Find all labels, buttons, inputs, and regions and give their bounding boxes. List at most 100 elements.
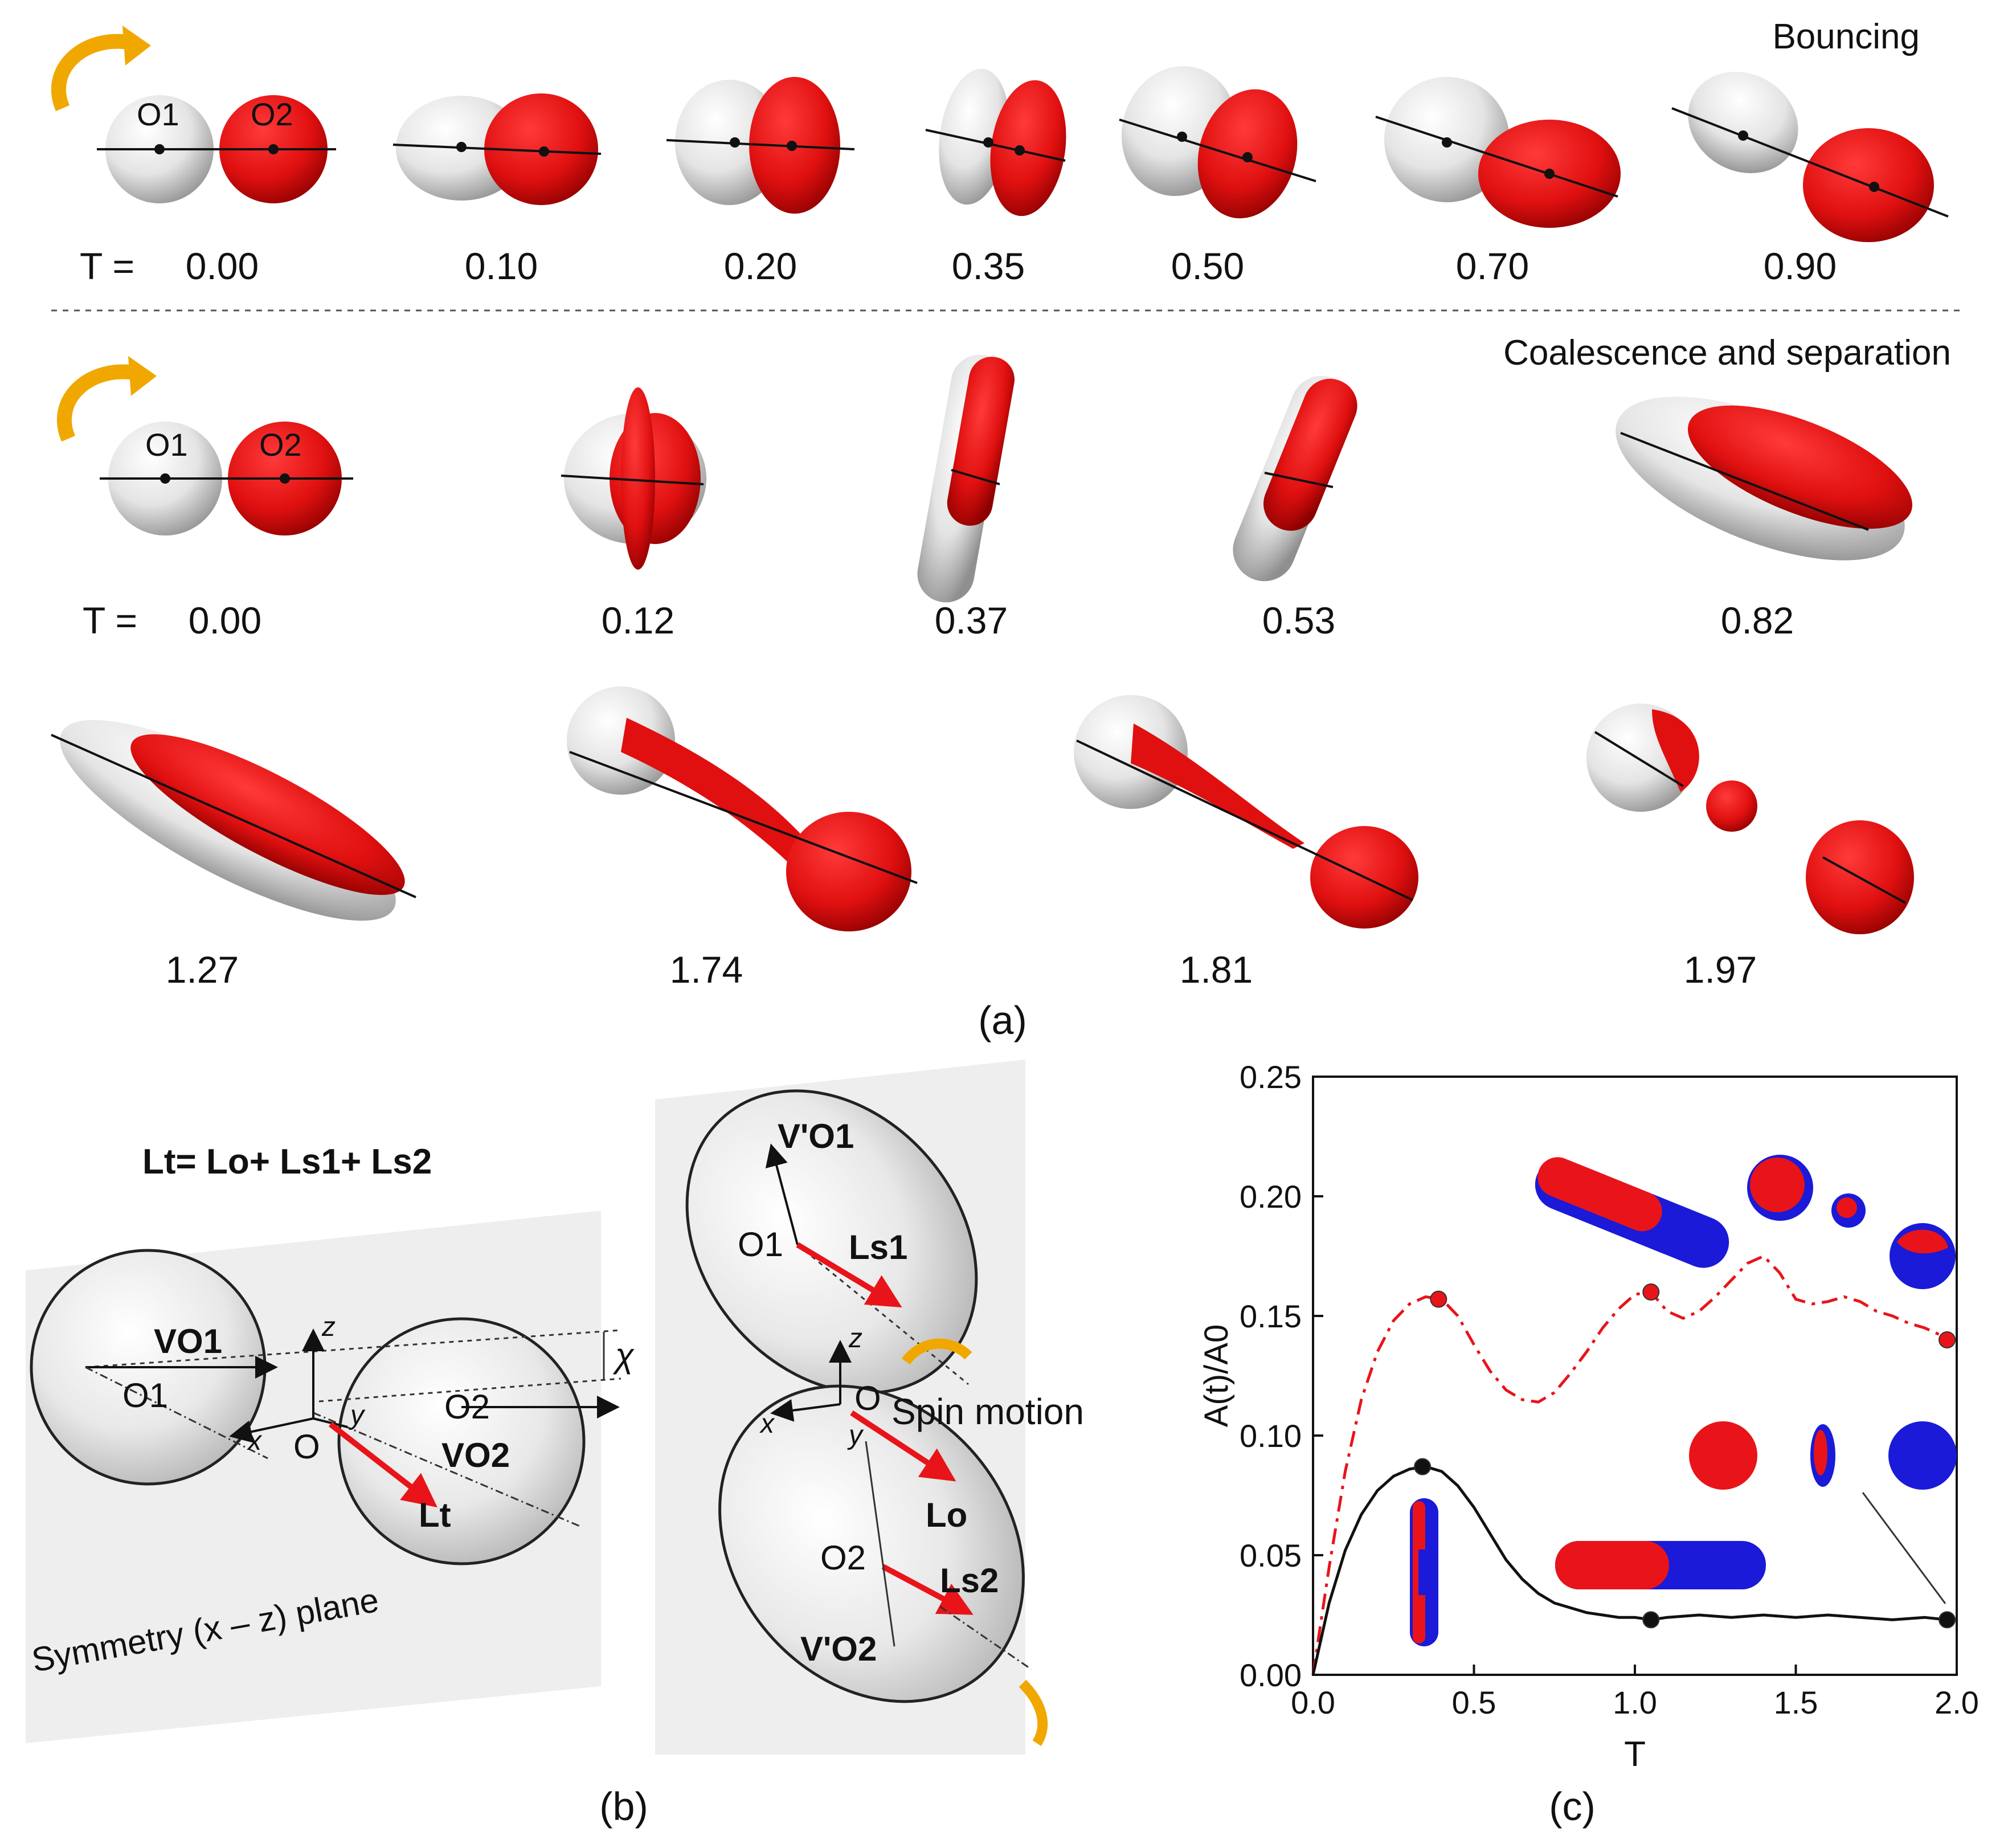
- bouncing-title: Bouncing: [1772, 17, 1920, 56]
- series-marker: [1939, 1611, 1956, 1629]
- bouncing-droplet-pair-t020: [666, 77, 855, 214]
- bouncing-t-prefix: T =: [80, 245, 134, 287]
- v-o1-prime-label: V'O1: [778, 1117, 854, 1155]
- origin-o-label: O: [293, 1428, 320, 1466]
- x-tick-label: 2.0: [1935, 1685, 1979, 1720]
- coalescence-droplet-pair-t000: [100, 422, 353, 535]
- y-tick-label: 0.20: [1240, 1179, 1302, 1215]
- rotation-arrow-icon: [51, 34, 133, 112]
- separation-shape-t127: [51, 719, 416, 921]
- lo-vector-arrow: [850, 1410, 956, 1482]
- y-tick-label: 0.10: [1240, 1418, 1302, 1454]
- ls1-vector-arrow: [796, 1242, 902, 1308]
- o1-label: O1: [145, 427, 188, 463]
- time-label: 0.12: [602, 599, 674, 641]
- time-label: 0.50: [1171, 245, 1244, 287]
- velocity-arrow-o1-prime: [765, 1143, 799, 1245]
- v-o1-label: VO1: [154, 1322, 222, 1360]
- coalescence-t-prefix: T =: [83, 599, 137, 641]
- spin-arrow-icon: [1019, 1679, 1048, 1746]
- time-label: 1.27: [166, 948, 239, 991]
- y-tick-label: 0.15: [1240, 1298, 1302, 1334]
- v-o2-label: VO2: [441, 1436, 510, 1474]
- panel-c: 0.00 0.05 0.10 0.15 0.20 0.25 0.0 0.5 1.0 1.5 2.0…: [1198, 1059, 1979, 1829]
- y-axis-line: [313, 1417, 348, 1428]
- time-label: 0.82: [1721, 599, 1794, 641]
- chart-series-group: [1311, 1254, 1956, 1675]
- series-marker: [1642, 1611, 1660, 1629]
- time-label: 0.00: [189, 599, 261, 641]
- y-axis-title: A(t)/A0: [1198, 1324, 1235, 1428]
- o1-label: O1: [738, 1225, 783, 1264]
- inset-shape-elongated: [1535, 1157, 1729, 1268]
- inset-shape-fragments: [1747, 1155, 1956, 1289]
- series-line-black: [1311, 1465, 1948, 1675]
- o2-label: O2: [251, 96, 293, 132]
- x-tick-label: 0.0: [1291, 1685, 1335, 1720]
- coalescence-shape-t082: [1616, 396, 1913, 561]
- inset-shape-merged: [1555, 1541, 1766, 1589]
- panel-a: Bouncing O1 O2: [51, 17, 1960, 1042]
- time-label: 1.97: [1684, 948, 1757, 991]
- o2-label: O2: [444, 1388, 490, 1426]
- separation-shape-t197: [1586, 704, 1914, 934]
- panel-b: Lt= Lo+ Ls1+ Ls2 VO1 O1 O O2 VO2 Lt x y …: [26, 1060, 1084, 1829]
- x-axis-title: T: [1624, 1735, 1646, 1774]
- v-o2-prime-label: V'O2: [800, 1630, 877, 1668]
- time-label: 0.20: [724, 245, 797, 287]
- time-label: 0.53: [1262, 599, 1335, 641]
- axis-line: [797, 1244, 969, 1385]
- lt-vector-arrow: [328, 1422, 437, 1508]
- bouncing-droplet-pair-t035: [925, 68, 1066, 216]
- y-axis-label: y: [349, 1400, 366, 1430]
- rotation-arrowhead-icon: [122, 26, 151, 66]
- panel-a-label: (a): [978, 998, 1027, 1042]
- o2-label: O2: [820, 1539, 866, 1577]
- o1-label: O1: [137, 96, 179, 132]
- z-axis-label: z: [848, 1323, 862, 1354]
- coalescence-title: Coalescence and separation: [1503, 333, 1951, 373]
- rotation-arrow-icon: [57, 364, 138, 442]
- x-tick-label: 0.5: [1452, 1685, 1496, 1720]
- angular-momentum-equation: Lt= Lo+ Ls1+ Ls2: [142, 1142, 432, 1181]
- bouncing-droplet-pair-t070: [1375, 77, 1621, 228]
- x-axis-arrow: [770, 1399, 841, 1422]
- panel-c-label: (c): [1549, 1784, 1596, 1829]
- z-axis-label: z: [321, 1312, 336, 1342]
- series-marker: [1414, 1458, 1432, 1475]
- x-tick-label: 1.5: [1774, 1685, 1818, 1720]
- y-tick-label: 0.05: [1240, 1538, 1302, 1573]
- bouncing-droplet-pair-t090: [1671, 72, 1949, 242]
- time-label: 0.37: [935, 599, 1008, 641]
- y-tick-label: 0.00: [1240, 1657, 1302, 1693]
- axis-line: [85, 1366, 268, 1459]
- time-label: 1.74: [670, 948, 743, 991]
- series-line-red: [1311, 1254, 1948, 1675]
- inset-shape-separated: [1689, 1421, 1957, 1604]
- origin-o-label: O: [854, 1379, 881, 1417]
- x-tick-label: 1.0: [1613, 1685, 1657, 1720]
- separation-shape-t174: [567, 686, 918, 931]
- axis-line: [939, 1605, 1032, 1670]
- y-tick-label: 0.25: [1240, 1059, 1302, 1095]
- rotation-arrowhead-icon: [128, 356, 157, 396]
- ls2-label: Ls2: [940, 1561, 999, 1600]
- projection-line: [85, 1329, 621, 1368]
- time-label: 0.00: [186, 245, 259, 287]
- spin-motion-label: Spin motion: [891, 1391, 1084, 1432]
- velocity-arrow-o2-prime: [865, 1441, 895, 1647]
- time-label: 0.70: [1456, 245, 1529, 287]
- time-label: 1.81: [1180, 948, 1253, 991]
- chi-label: χ: [612, 1336, 635, 1375]
- coalescence-shape-t053: [1233, 375, 1357, 582]
- bouncing-droplet-pair-t010: [392, 93, 602, 205]
- x-axis-arrow: [229, 1417, 314, 1443]
- spin-arrow-icon: [901, 1338, 972, 1365]
- o2-label: O2: [259, 427, 302, 463]
- x-tick-group: 0.0 0.5 1.0 1.5 2.0: [1291, 1665, 1979, 1720]
- x-axis-label: x: [247, 1426, 263, 1456]
- coalescence-shape-t037: [917, 354, 1015, 603]
- bouncing-droplet-pair-t000: [97, 95, 336, 203]
- panel-b-label: (b): [599, 1784, 648, 1829]
